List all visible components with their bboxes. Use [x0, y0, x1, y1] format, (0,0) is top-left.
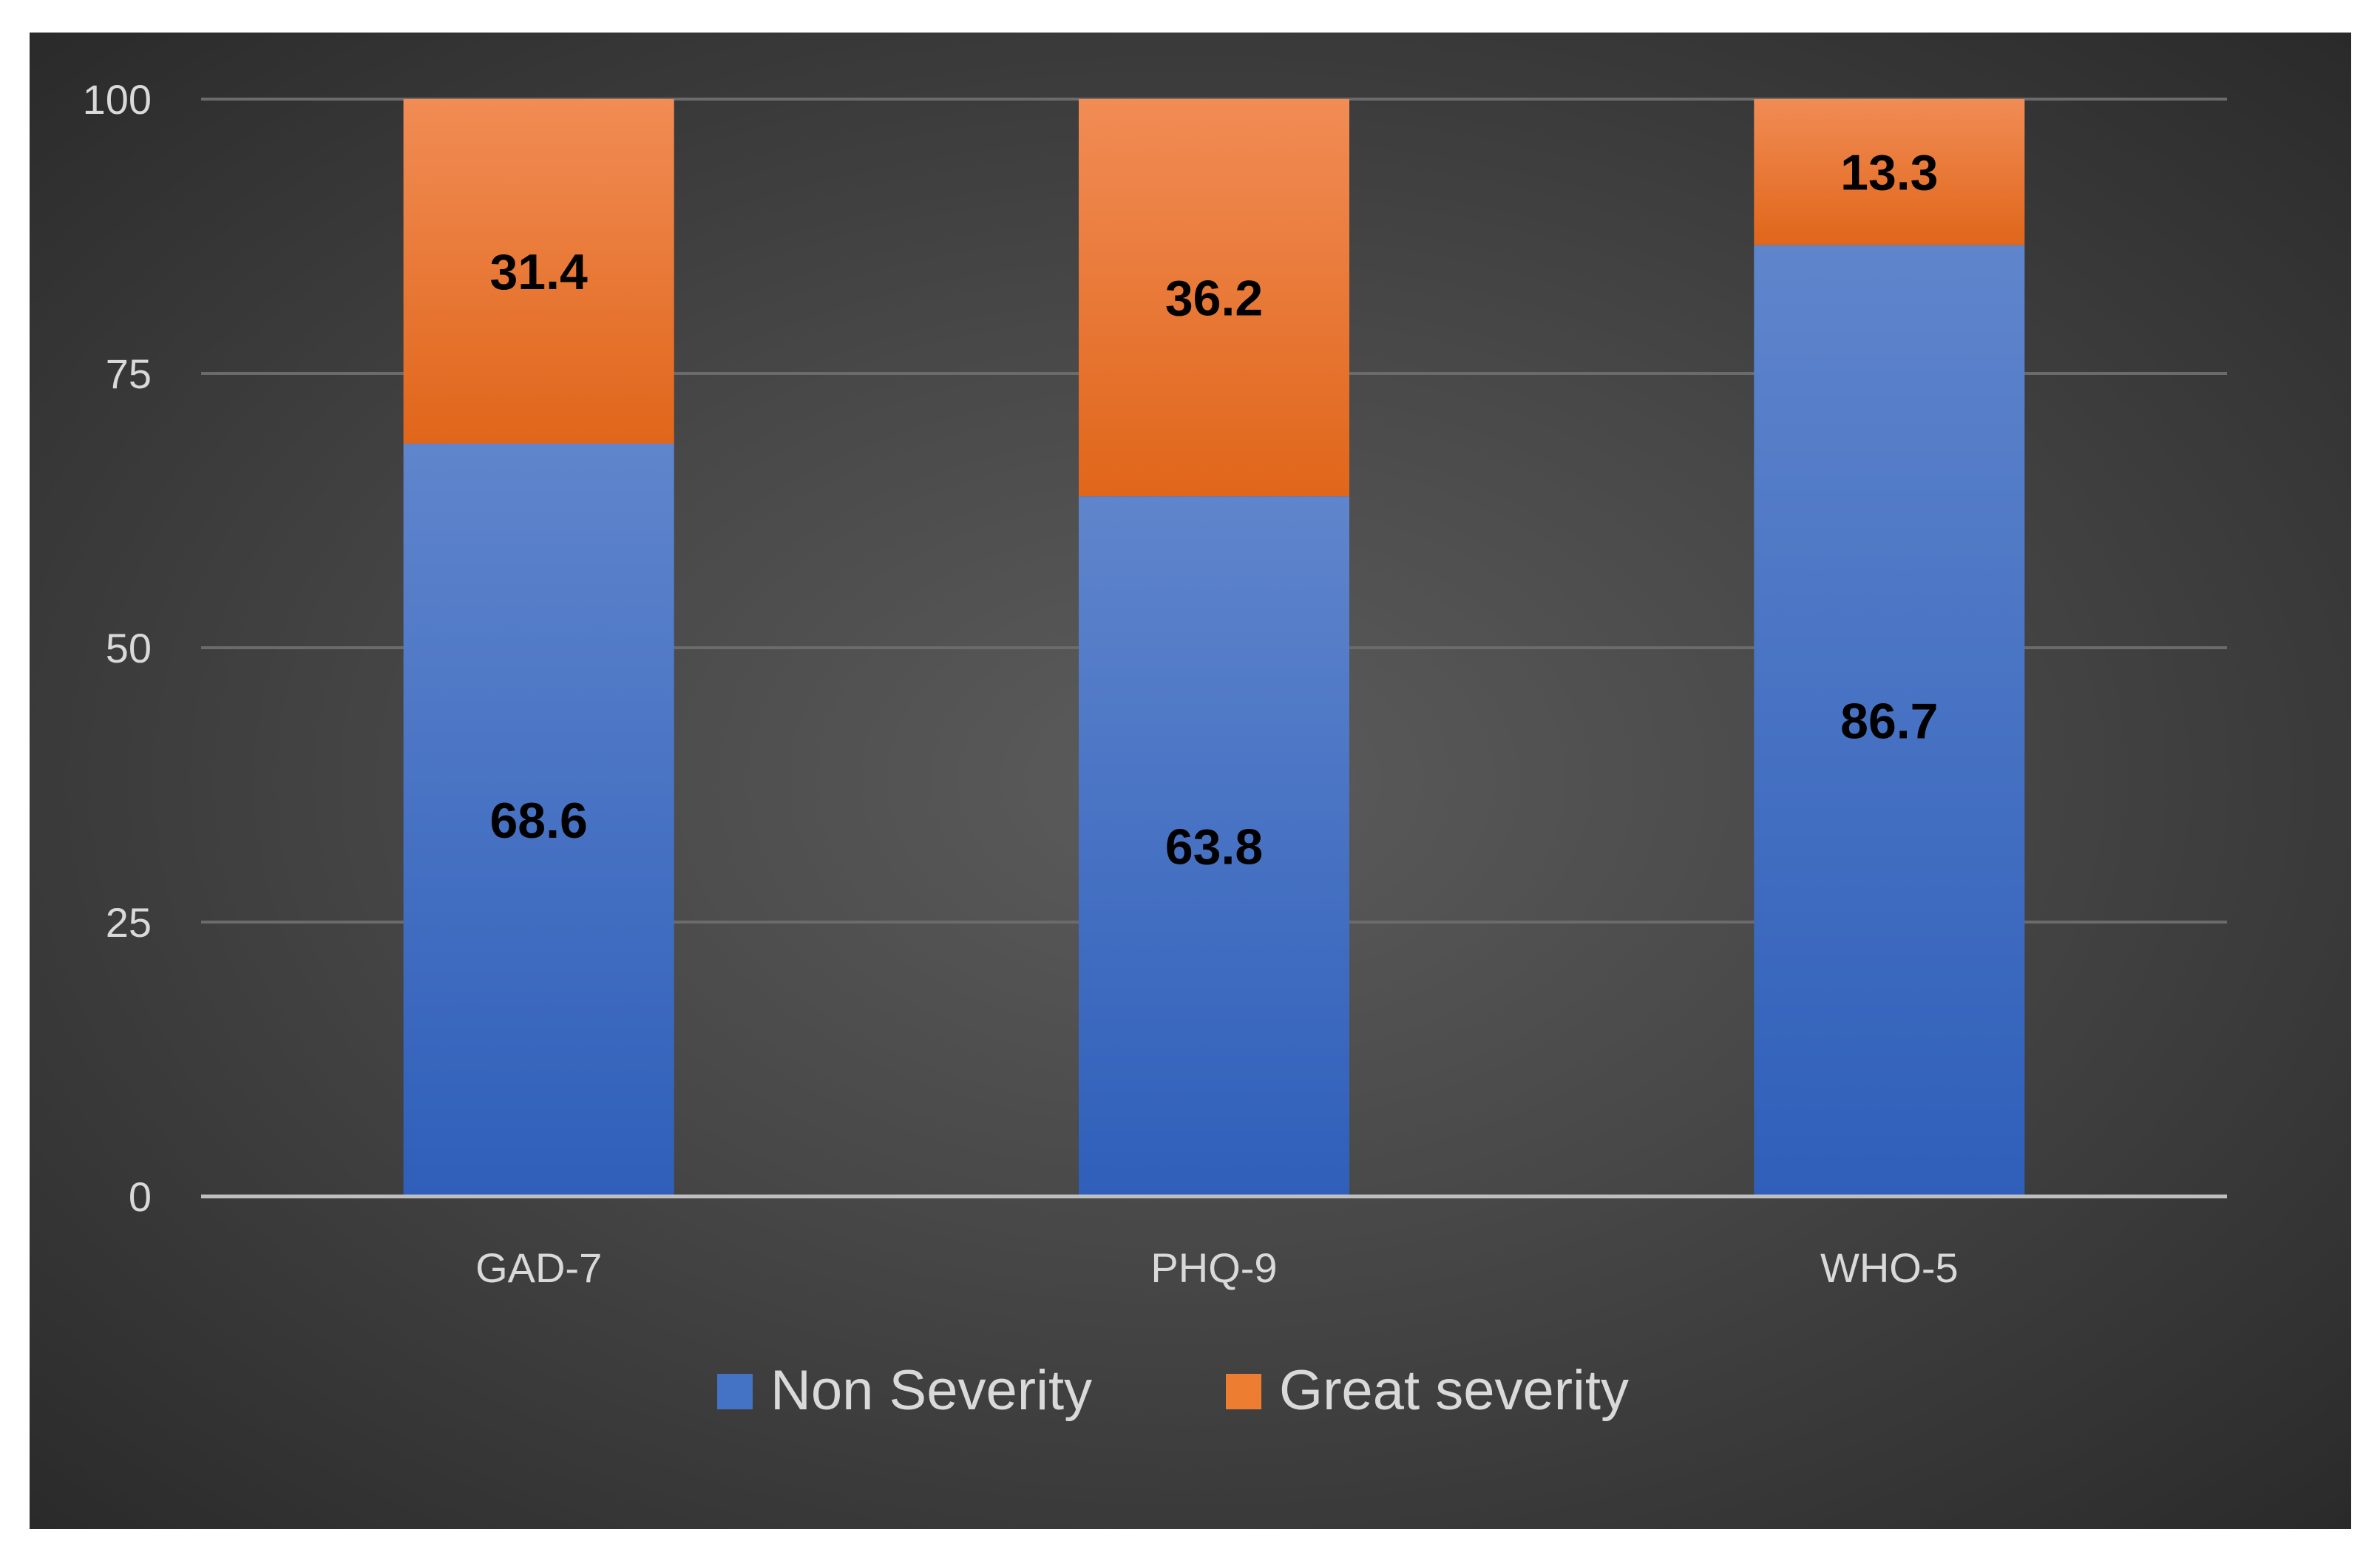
data-label: 86.7 [1840, 694, 1938, 750]
y-tick-label: 0 [129, 1173, 152, 1220]
bar-non-severity-gad-7 [403, 443, 674, 1196]
data-label: 63.8 [1165, 819, 1263, 875]
bars [403, 99, 2025, 1196]
data-labels: 68.6 31.4 63.8 36.2 86.7 13.3 [489, 145, 1938, 875]
y-axis-ticks: 0 25 50 75 100 [83, 76, 152, 1220]
stacked-bar-chart: 0 25 50 75 100 68.6 31.4 63.8 36.2 86.7 13.3 GAD-… [83, 76, 2227, 1422]
bar-non-severity-who-5 [1754, 245, 2025, 1196]
bar-great-severity-phq-9 [1079, 99, 1349, 497]
bar-great-severity-who-5 [1754, 99, 2025, 245]
legend: Non Severity Great severity [717, 1359, 1629, 1422]
y-tick-label: 75 [106, 350, 152, 397]
bar-non-severity-phq-9 [1079, 496, 1349, 1196]
y-tick-label: 50 [106, 625, 152, 671]
chart-frame: 0 25 50 75 100 68.6 31.4 63.8 36.2 86.7 13.3 GAD-… [30, 33, 2351, 1529]
data-label: 36.2 [1165, 271, 1263, 327]
bar-great-severity-gad-7 [403, 99, 674, 444]
legend-swatch-great-severity [1226, 1374, 1261, 1409]
category-label: PHQ-9 [1150, 1244, 1277, 1291]
data-label: 13.3 [1840, 145, 1938, 201]
y-tick-label: 25 [106, 899, 152, 946]
legend-swatch-non-severity [717, 1374, 753, 1409]
y-tick-label: 100 [83, 76, 152, 123]
legend-label: Non Severity [770, 1359, 1092, 1422]
category-label: GAD-7 [475, 1244, 602, 1291]
category-labels: GAD-7 PHQ-9 WHO-5 [475, 1244, 1959, 1291]
legend-label: Great severity [1279, 1359, 1629, 1422]
data-label: 68.6 [489, 793, 587, 849]
data-label: 31.4 [489, 244, 588, 300]
category-label: WHO-5 [1820, 1244, 1959, 1291]
